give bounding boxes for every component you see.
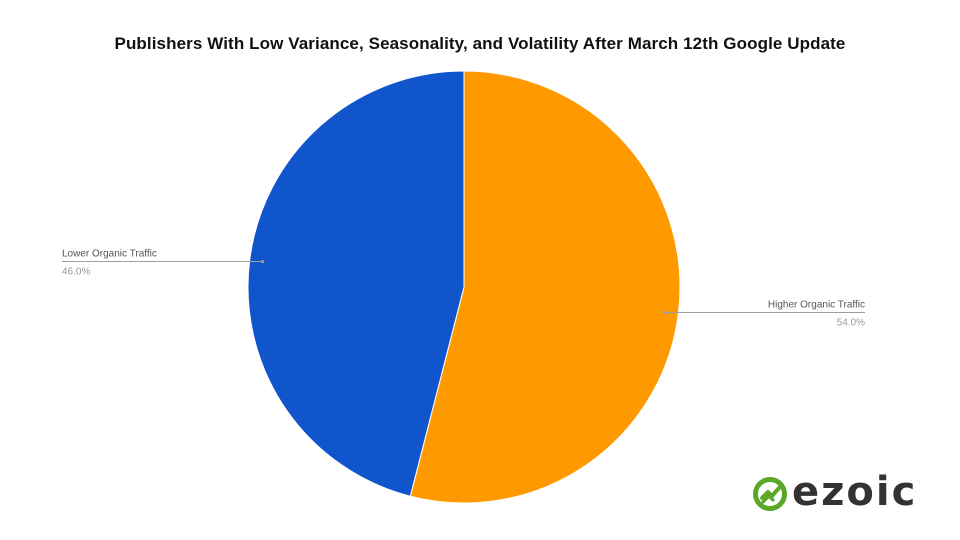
leader-dot-lower-organic-traffic xyxy=(260,259,265,264)
leader-dot-higher-organic-traffic xyxy=(663,310,668,315)
ezoic-logo-text: ezoic xyxy=(792,469,918,515)
pie-labels: Higher Organic Traffic 54.0% Lower Organic… xyxy=(62,249,865,328)
slice-value-lower-organic-traffic: 46.0% xyxy=(62,267,90,278)
slice-value-higher-organic-traffic: 54.0% xyxy=(837,317,865,328)
slice-label-higher-organic-traffic: Higher Organic Traffic xyxy=(768,299,865,310)
pie-slice-higher-organic-traffic xyxy=(409,70,681,504)
pie-slice-lower-organic-traffic xyxy=(247,70,465,497)
chart-title: Publishers With Low Variance, Seasonalit… xyxy=(114,34,846,53)
pie-slices xyxy=(247,70,681,504)
ezoic-logo-icon xyxy=(753,477,787,511)
slice-label-lower-organic-traffic: Lower Organic Traffic xyxy=(62,249,157,260)
ezoic-logo: ezoic xyxy=(752,469,942,516)
